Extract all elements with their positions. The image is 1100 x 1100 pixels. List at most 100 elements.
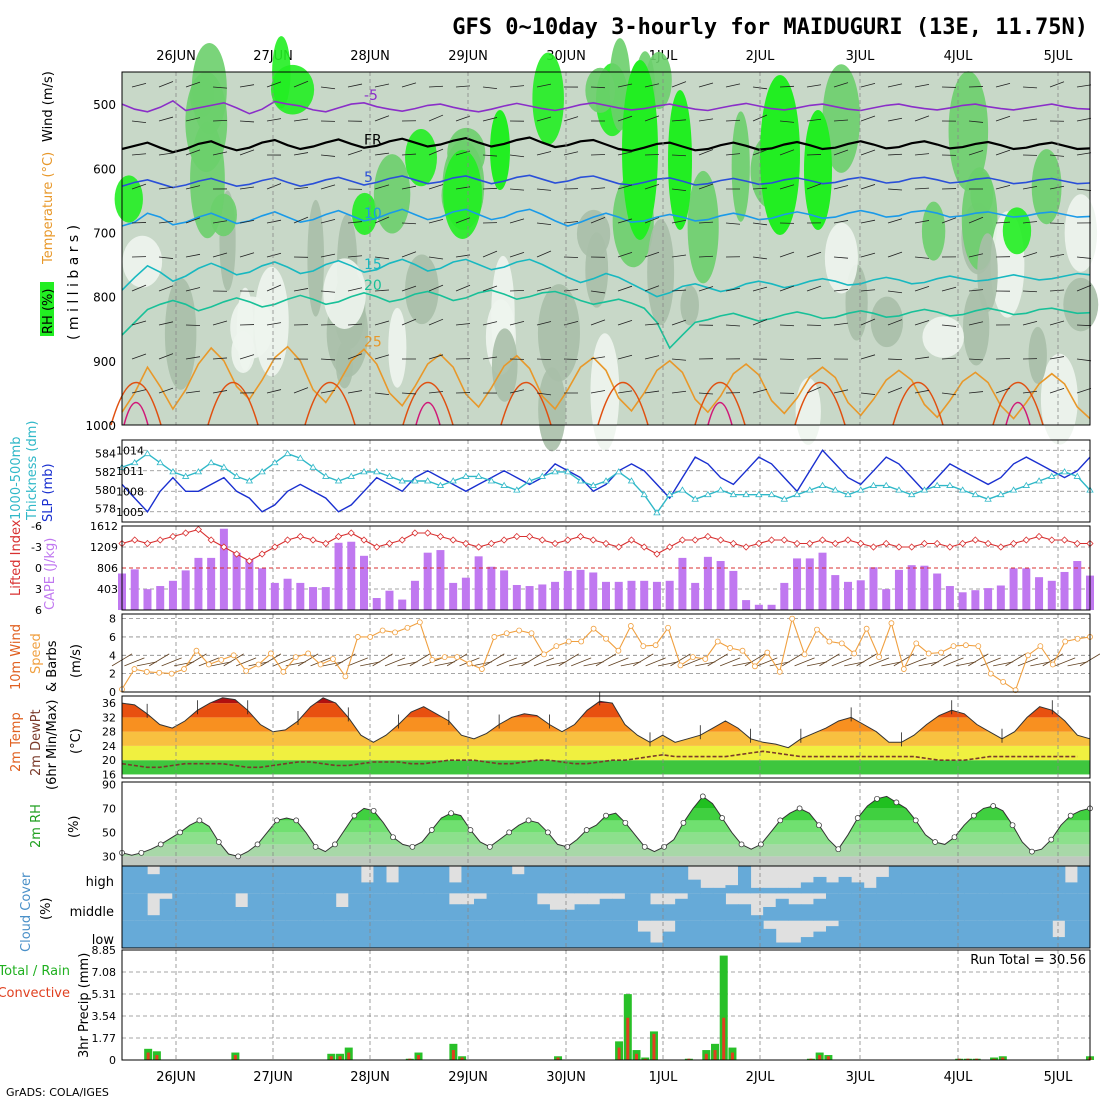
cloud-cell (939, 893, 953, 921)
rh-point (486, 843, 493, 850)
wind-speed-point (652, 642, 659, 649)
wind-barb (752, 319, 768, 326)
wind-barb (644, 323, 660, 326)
wind-barb (131, 389, 147, 394)
precip-convective-bar (826, 1056, 830, 1060)
rh-point (622, 819, 629, 826)
wind-barb (428, 114, 444, 122)
cloud-middle-label: middle (70, 905, 114, 920)
wind-speed-point (478, 666, 485, 672)
surface-wind-barb (360, 661, 381, 667)
cape-bar (640, 580, 649, 610)
wind-barb (320, 389, 336, 394)
wind-barb (509, 218, 525, 224)
lifted-index-point (717, 536, 725, 544)
thickness-point (462, 472, 470, 479)
surface-wind-barb (273, 657, 294, 667)
panels-group: 26JUN26JUN27JUN27JUN28JUN28JUN29JUN29JUN… (0, 36, 1100, 1085)
precip-frame (121, 949, 1091, 1061)
temperature-label: Temperature (°C) (41, 152, 56, 265)
wind-barb (833, 322, 849, 326)
wind-barb (455, 284, 471, 292)
cloud-cell (1039, 893, 1053, 921)
wind-barb (266, 389, 282, 394)
rh-shade-saturated (622, 60, 658, 240)
thickness-point (997, 490, 1005, 498)
slp-tick: 1011 (116, 465, 144, 478)
wind-barb (293, 288, 309, 292)
wind-barb (293, 118, 309, 122)
wind-barb (536, 321, 552, 326)
cape-bar (563, 570, 572, 610)
wind-barb (212, 252, 228, 258)
surface-wind-barb (744, 653, 766, 667)
cloud-cell (184, 866, 198, 894)
wind-speed-point (876, 654, 882, 661)
cloud-cell (348, 866, 362, 894)
cape-bar (181, 570, 190, 610)
wind-barb (644, 115, 660, 122)
wind-barb (752, 187, 768, 190)
cloud-cell (1014, 866, 1028, 894)
cloud-cell (788, 942, 802, 948)
wind-barb (1049, 289, 1065, 292)
wind-barb (590, 86, 606, 89)
cloud-cell (1002, 920, 1016, 948)
wind-barb (914, 115, 930, 122)
cape-bar (716, 561, 725, 610)
cloud-cell (964, 866, 978, 894)
wind-barb (482, 356, 498, 360)
precip-convective-bar (966, 1058, 970, 1060)
cloud-cell (134, 920, 148, 948)
lifted-index-point (462, 539, 470, 548)
wind-barb (617, 184, 633, 190)
wind-barb (806, 357, 822, 360)
wind-barb (428, 184, 444, 190)
wind-barb (401, 222, 417, 225)
precip-convective-bar (704, 1053, 708, 1060)
wind-barb (185, 287, 201, 292)
cloud-cell (184, 920, 198, 948)
rh-point (796, 805, 803, 812)
wind-barb (239, 186, 255, 190)
thickness-point (220, 463, 228, 470)
rh-shade-area (351, 192, 378, 236)
wind-barb (617, 390, 633, 394)
precip-convective-bar (347, 1052, 351, 1060)
wind-barb (860, 318, 876, 326)
wind-speed-point (528, 630, 535, 637)
wind-barb (644, 83, 660, 88)
wind-barb (212, 357, 228, 360)
thickness-point (895, 486, 903, 493)
cloud-cell (285, 893, 299, 921)
wind-barb (482, 285, 498, 292)
lifted-index-point (143, 539, 152, 548)
wind-speed-point (503, 630, 510, 637)
wind-barb (374, 83, 390, 88)
lifted-index-point (411, 529, 419, 537)
wind-barb (806, 251, 822, 258)
wind-speed-point (404, 624, 411, 631)
wind-barb (536, 151, 552, 156)
lifted-index-point (564, 536, 572, 544)
wind-barb (860, 115, 876, 122)
cape-bar (869, 567, 878, 610)
wind-barb (563, 151, 579, 156)
cape-bar (423, 552, 432, 610)
thickness-point (373, 468, 381, 475)
rh-point (603, 812, 609, 819)
cloud-cell (134, 866, 148, 894)
cloud-cell (272, 893, 286, 921)
lifted-index-point (513, 532, 521, 541)
cloud-cell (700, 893, 714, 921)
cape-bar (614, 581, 623, 610)
temp-tick: 20 (102, 754, 116, 767)
wind-speed-point (392, 629, 398, 636)
wind-barb (401, 82, 417, 88)
cloud-cell (348, 920, 362, 948)
wind-barb (887, 117, 903, 122)
cloud-cell (1027, 866, 1041, 894)
surface-wind-barb (533, 657, 555, 667)
wind-barb (482, 187, 498, 190)
cloud-cell (650, 866, 664, 894)
